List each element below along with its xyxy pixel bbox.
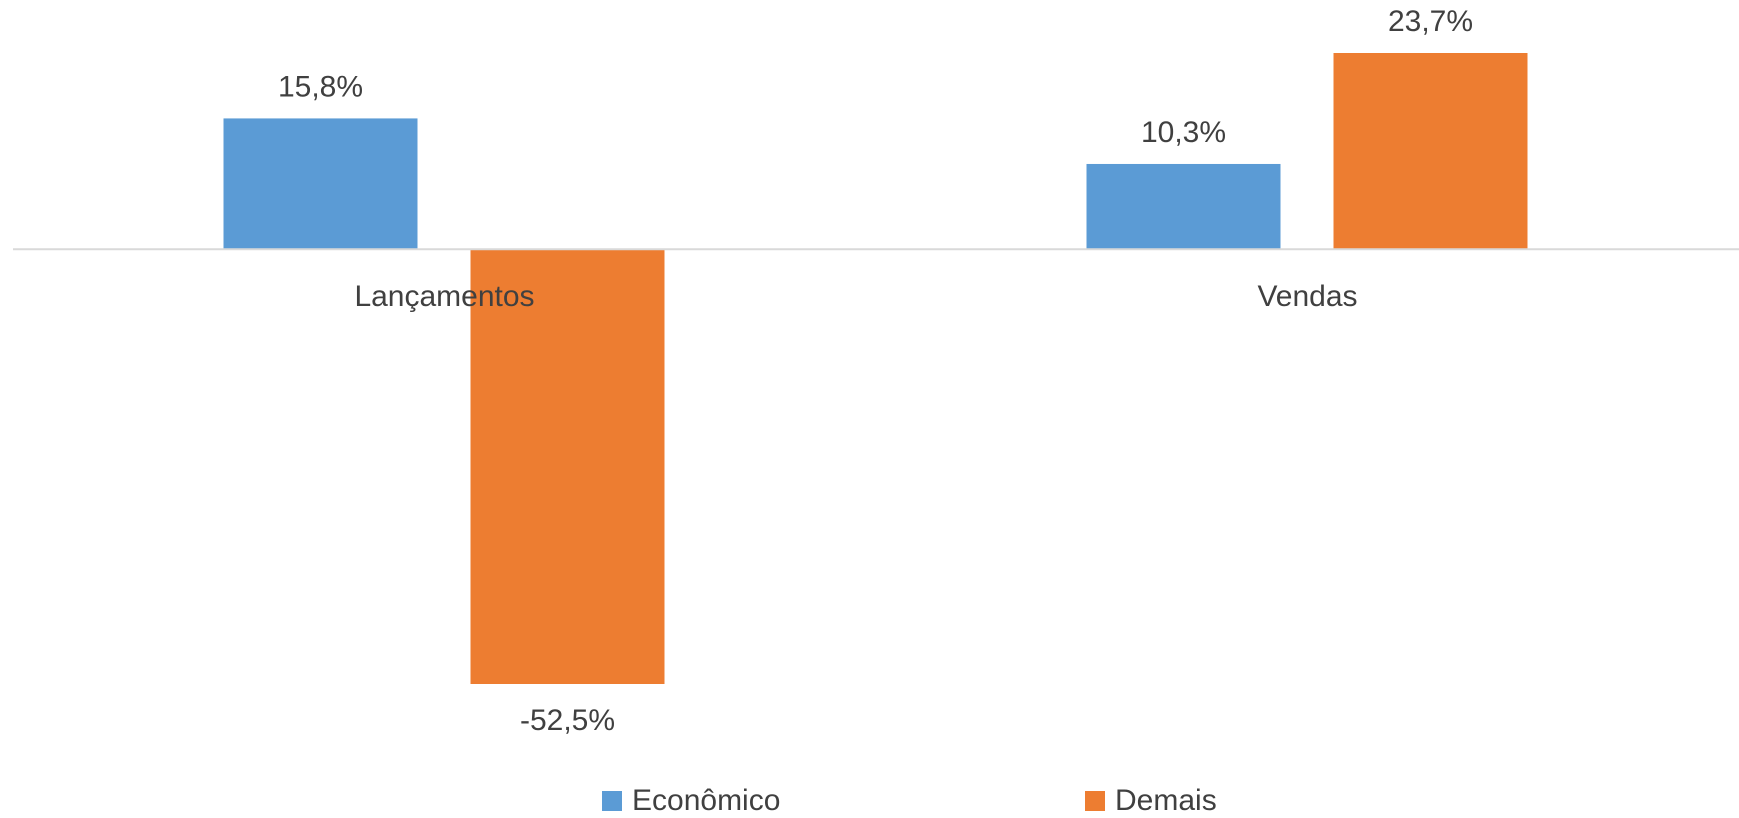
bar — [1086, 163, 1281, 250]
legend-label: Econômico — [632, 784, 780, 817]
data-label: -52,5% — [520, 704, 615, 737]
bar — [1333, 53, 1528, 250]
legend-swatch — [1085, 791, 1105, 811]
bar — [223, 118, 418, 250]
bar — [470, 249, 665, 684]
legend-swatch — [602, 791, 622, 811]
x-tick-label: Lançamentos — [354, 280, 534, 313]
x-tick-label: Vendas — [1257, 280, 1357, 313]
data-label: 23,7% — [1388, 5, 1473, 38]
legend-label: Demais — [1115, 784, 1217, 817]
data-label: 10,3% — [1141, 116, 1226, 149]
data-label: 15,8% — [278, 70, 363, 103]
